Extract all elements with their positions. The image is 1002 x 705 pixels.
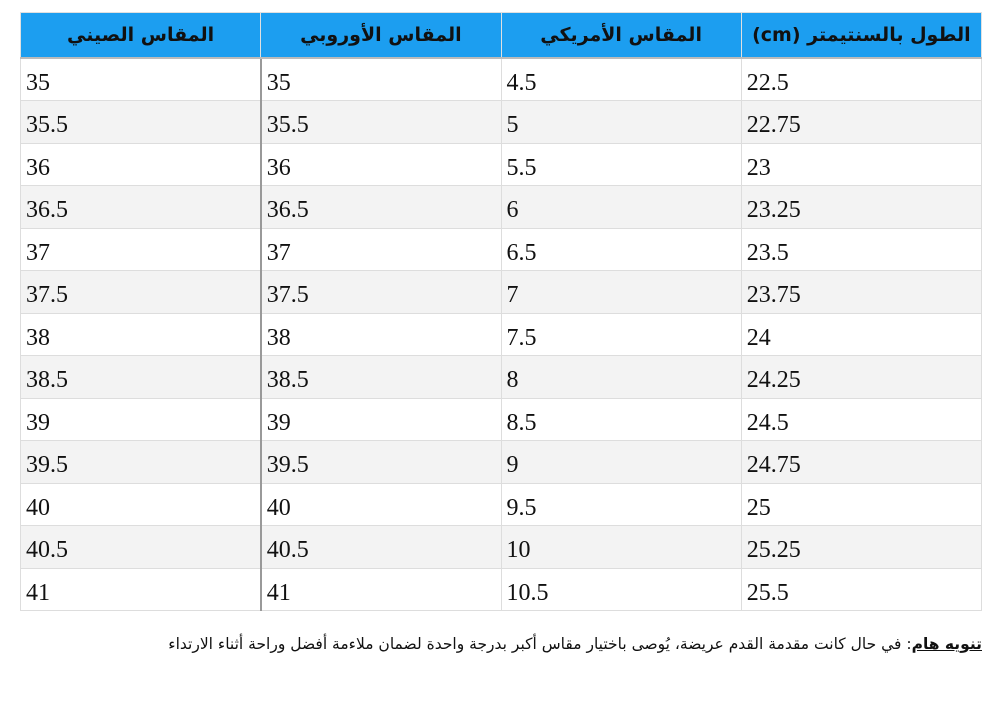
chinese-size-cell: 39	[19, 397, 262, 441]
chinese-size-cell: 35	[19, 57, 262, 101]
european-size-cell: 37	[260, 227, 502, 271]
table-row: 37 37 6.5 23.5	[19, 227, 983, 271]
table-row: 40.5 40.5 10 25.25	[19, 525, 983, 569]
length-cm-cell: 24.75	[740, 440, 983, 484]
us-size-cell: 9	[500, 440, 742, 484]
length-cm-cell: 23.5	[740, 227, 983, 271]
chinese-size-cell: 41	[19, 567, 262, 611]
us-size-cell: 6	[500, 185, 742, 229]
chinese-size-cell: 40	[19, 482, 262, 526]
table-row: 35.5 35.5 5 22.75	[19, 100, 983, 144]
european-size-cell: 36	[260, 142, 502, 186]
european-size-cell: 35.5	[260, 100, 502, 144]
european-size-cell: 41	[260, 567, 502, 611]
header-length-cm: الطول بالسنتيمتر (cm)	[740, 12, 983, 59]
european-size-cell: 40.5	[260, 525, 502, 569]
european-size-cell: 38	[260, 312, 502, 356]
length-cm-cell: 24	[740, 312, 983, 356]
length-cm-cell: 22.5	[740, 57, 983, 101]
length-cm-cell: 25.5	[740, 567, 983, 611]
chinese-size-cell: 37.5	[19, 270, 262, 314]
us-size-cell: 7.5	[500, 312, 742, 356]
table-row: 36 36 5.5 23	[19, 142, 983, 186]
note: تنويه هام: في حال كانت مقدمة القدم عريضة…	[20, 630, 982, 658]
us-size-cell: 8.5	[500, 397, 742, 441]
length-cm-cell: 24.25	[740, 355, 983, 399]
us-size-cell: 10.5	[500, 567, 742, 611]
length-cm-cell: 23	[740, 142, 983, 186]
us-size-cell: 10	[500, 525, 742, 569]
us-size-cell: 5.5	[500, 142, 742, 186]
chinese-size-cell: 37	[19, 227, 262, 271]
table-row: 36.5 36.5 6 23.25	[19, 185, 983, 229]
us-size-cell: 4.5	[500, 57, 742, 101]
chinese-size-cell: 39.5	[19, 440, 262, 484]
european-size-cell: 36.5	[260, 185, 502, 229]
us-size-cell: 6.5	[500, 227, 742, 271]
header-us-size: المقاس الأمريكي	[500, 12, 742, 59]
us-size-cell: 8	[500, 355, 742, 399]
length-cm-cell: 24.5	[740, 397, 983, 441]
chinese-size-cell: 38	[19, 312, 262, 356]
note-text: : في حال كانت مقدمة القدم عريضة، يُوصى ب…	[168, 635, 912, 653]
header-european-size: المقاس الأوروبي	[260, 12, 502, 59]
us-size-cell: 7	[500, 270, 742, 314]
table-row: 41 41 10.5 25.5	[19, 567, 983, 611]
size-chart-table: المقاس الصيني المقاس الأوروبي المقاس الأ…	[19, 12, 983, 611]
european-size-cell: 39	[260, 397, 502, 441]
chinese-size-cell: 38.5	[19, 355, 262, 399]
length-cm-cell: 23.75	[740, 270, 983, 314]
european-size-cell: 37.5	[260, 270, 502, 314]
table-body: 35 35 4.5 22.5 35.5 35.5 5 22.75 36 36 5.5 23 36.5 36…	[19, 57, 983, 611]
table-row: 38 38 7.5 24	[19, 312, 983, 356]
length-cm-cell: 25	[740, 482, 983, 526]
table-row: 38.5 38.5 8 24.25	[19, 355, 983, 399]
length-cm-cell: 22.75	[740, 100, 983, 144]
length-cm-cell: 23.25	[740, 185, 983, 229]
chinese-size-cell: 40.5	[19, 525, 262, 569]
european-size-cell: 39.5	[260, 440, 502, 484]
chinese-size-cell: 36	[19, 142, 262, 186]
table-row: 39 39 8.5 24.5	[19, 397, 983, 441]
table-row: 37.5 37.5 7 23.75	[19, 270, 983, 314]
table-row: 39.5 39.5 9 24.75	[19, 440, 983, 484]
note-label: تنويه هام	[911, 635, 982, 653]
header-chinese-size: المقاس الصيني	[19, 12, 262, 59]
length-cm-cell: 25.25	[740, 525, 983, 569]
european-size-cell: 35	[260, 57, 502, 101]
table-row: 40 40 9.5 25	[19, 482, 983, 526]
chinese-size-cell: 35.5	[19, 100, 262, 144]
european-size-cell: 38.5	[260, 355, 502, 399]
us-size-cell: 9.5	[500, 482, 742, 526]
table-row: 35 35 4.5 22.5	[19, 57, 983, 101]
header-row: المقاس الصيني المقاس الأوروبي المقاس الأ…	[19, 12, 983, 59]
us-size-cell: 5	[500, 100, 742, 144]
european-size-cell: 40	[260, 482, 502, 526]
chinese-size-cell: 36.5	[19, 185, 262, 229]
